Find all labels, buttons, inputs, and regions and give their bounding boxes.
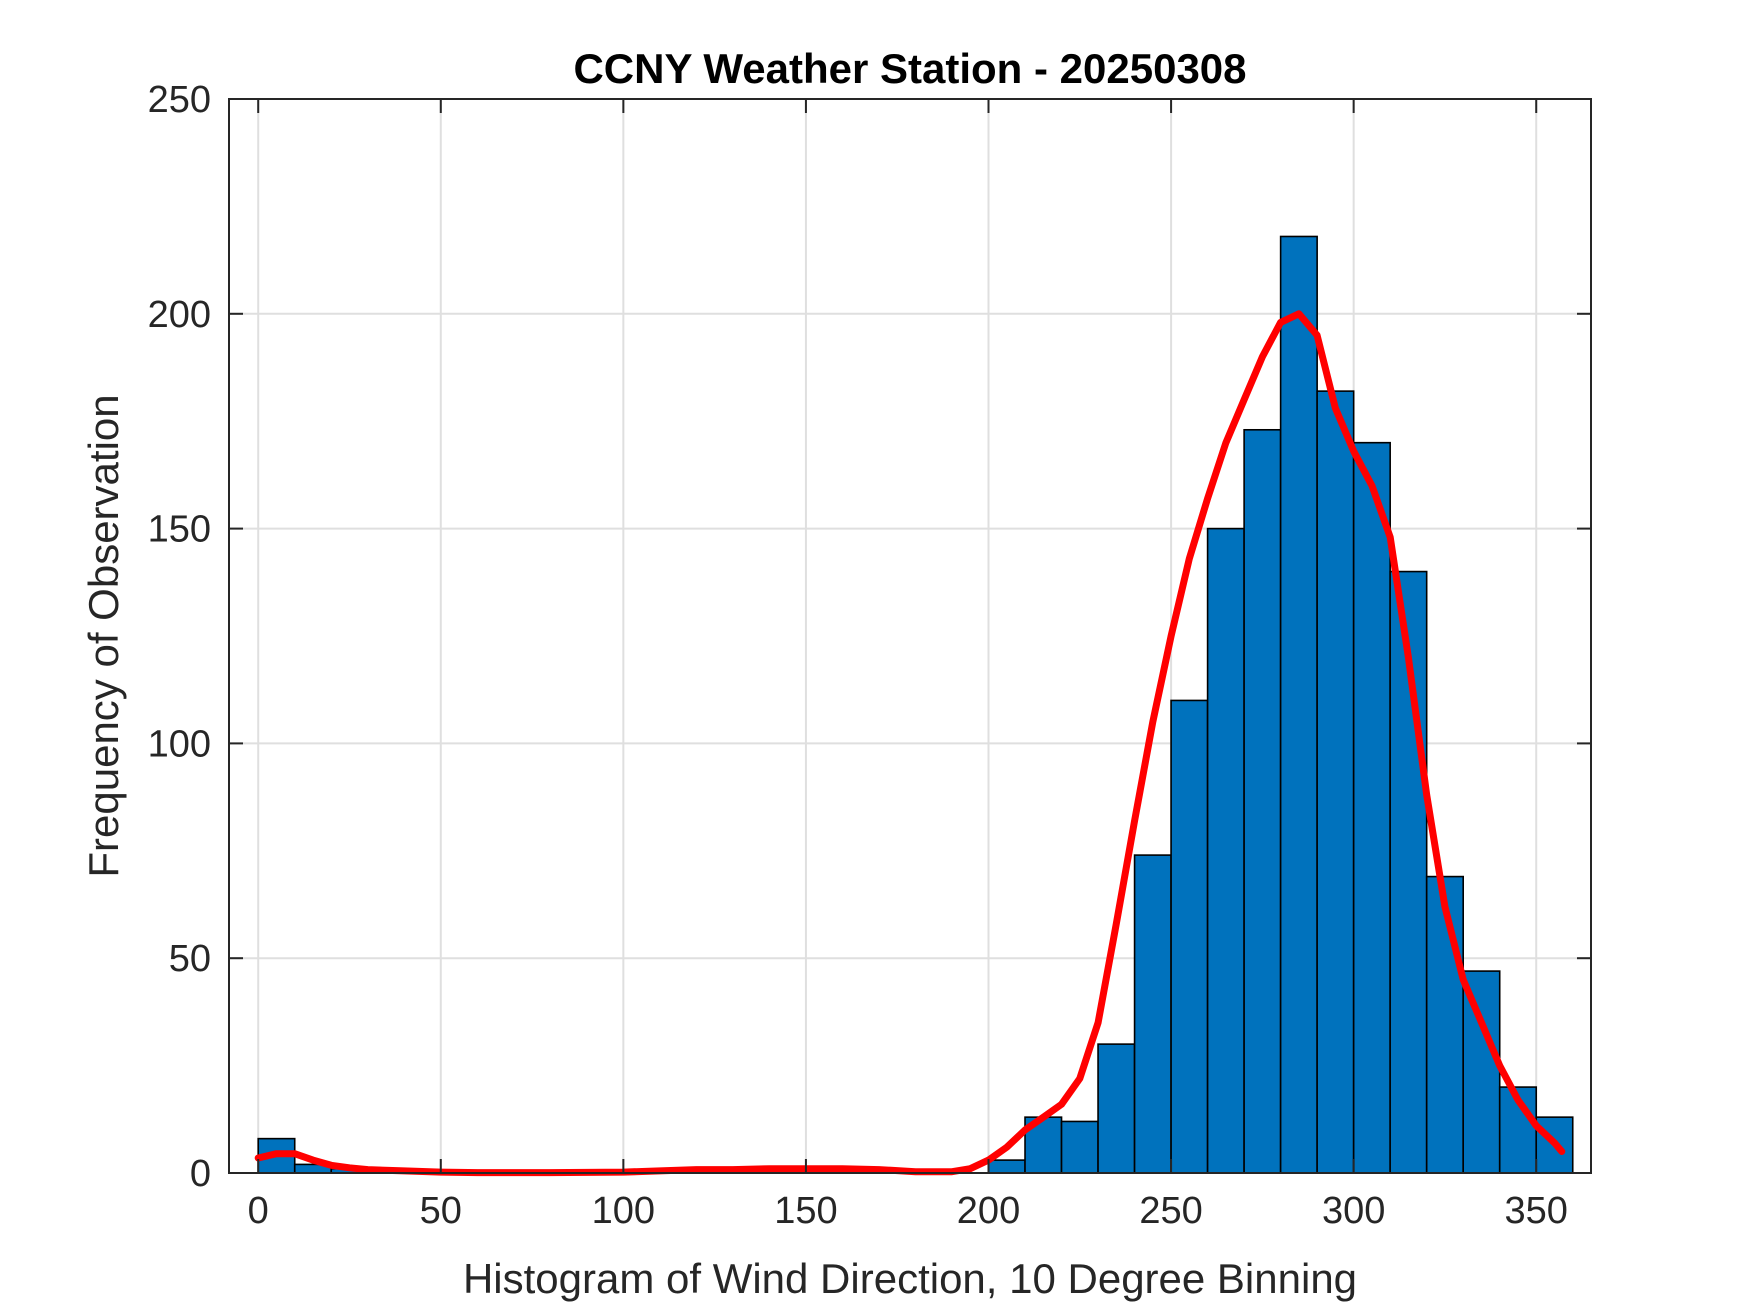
y-tick-label: 0 — [190, 1153, 211, 1195]
plot-frame — [228, 98, 1592, 1174]
x-tick-label: 50 — [420, 1190, 462, 1232]
histogram-bars — [257, 235, 1574, 1174]
x-tick-label: 150 — [774, 1190, 837, 1232]
y-tick-label: 100 — [148, 723, 211, 765]
histogram-bar — [1243, 428, 1282, 1174]
axes-frame — [228, 98, 1592, 1174]
chart-title: CCNY Weather Station - 20250308 — [573, 45, 1246, 92]
histogram-bar — [1060, 1120, 1099, 1174]
histogram-bar — [1206, 527, 1245, 1174]
y-tick-label: 200 — [148, 294, 211, 336]
histogram-bar — [987, 1159, 1026, 1174]
histogram-bar — [1425, 875, 1464, 1174]
x-tick-label: 200 — [957, 1190, 1020, 1232]
x-tick-label: 100 — [592, 1190, 655, 1232]
x-tick-label: 300 — [1322, 1190, 1385, 1232]
x-tick-label: 250 — [1139, 1190, 1202, 1232]
y-axis-label: Frequency of Observation — [80, 394, 127, 877]
y-tick-label: 150 — [148, 509, 211, 551]
x-axis-label: Histogram of Wind Direction, 10 Degree B… — [463, 1255, 1357, 1302]
histogram-bar — [1170, 699, 1209, 1174]
histogram-bar — [1316, 390, 1355, 1174]
y-tick-label: 50 — [169, 938, 211, 980]
axis-ticks: 0 50 100 150 200 250 300 350 0 50 100 150 200 250 — [148, 79, 1591, 1232]
histogram-bar — [1352, 441, 1391, 1174]
histogram-bar — [1097, 1043, 1136, 1174]
y-tick-label: 250 — [148, 79, 211, 121]
histogram-bar — [1133, 854, 1172, 1174]
x-tick-label: 0 — [248, 1190, 269, 1232]
x-tick-label: 350 — [1505, 1190, 1568, 1232]
histogram-bar — [1279, 235, 1318, 1174]
